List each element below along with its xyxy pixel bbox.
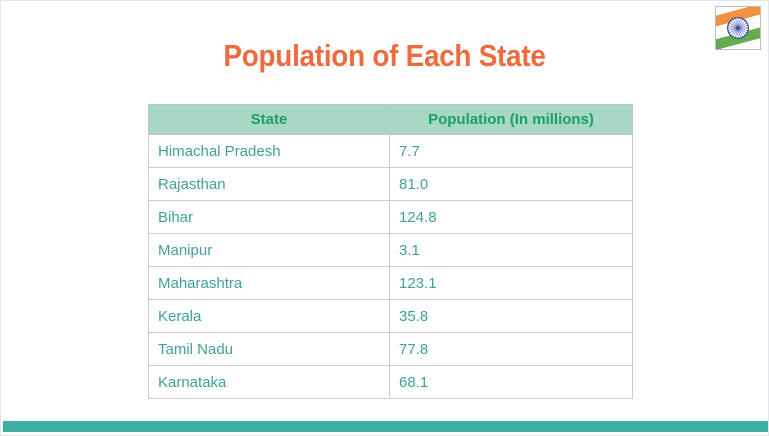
population-cell: 7.7 — [389, 134, 633, 168]
state-cell: Kerala — [148, 299, 390, 333]
state-cell: Himachal Pradesh — [148, 134, 390, 168]
population-column-header: Population (In millions) — [389, 104, 633, 135]
population-cell: 124.8 — [389, 200, 633, 234]
table-row: Himachal Pradesh 7.7 — [148, 134, 633, 168]
table-row: Manipur 3.1 — [148, 233, 633, 267]
state-cell: Manipur — [148, 233, 390, 267]
india-flag-icon — [715, 6, 761, 50]
table-row: Kerala 35.8 — [148, 299, 633, 333]
population-cell: 3.1 — [389, 233, 633, 267]
table-row: Maharashtra 123.1 — [148, 266, 633, 300]
population-cell: 77.8 — [389, 332, 633, 366]
table-row: Rajasthan 81.0 — [148, 167, 633, 201]
population-cell: 68.1 — [389, 365, 633, 399]
table-row: Bihar 124.8 — [148, 200, 633, 234]
state-cell: Maharashtra — [148, 266, 390, 300]
population-cell: 81.0 — [389, 167, 633, 201]
ashoka-chakra-icon — [726, 16, 750, 40]
table-header-row: State Population (In millions) — [148, 104, 633, 135]
state-cell: Tamil Nadu — [148, 332, 390, 366]
table-row: Tamil Nadu 77.8 — [148, 332, 633, 366]
state-cell: Bihar — [148, 200, 390, 234]
footer-accent-bar — [3, 421, 768, 432]
page-title: Population of Each State — [223, 38, 546, 73]
population-table: State Population (In millions) Himachal … — [148, 104, 633, 399]
state-column-header: State — [148, 104, 390, 135]
state-cell: Karnataka — [148, 365, 390, 399]
population-cell: 35.8 — [389, 299, 633, 333]
state-cell: Rajasthan — [148, 167, 390, 201]
population-cell: 123.1 — [389, 266, 633, 300]
table-row: Karnataka 68.1 — [148, 365, 633, 399]
